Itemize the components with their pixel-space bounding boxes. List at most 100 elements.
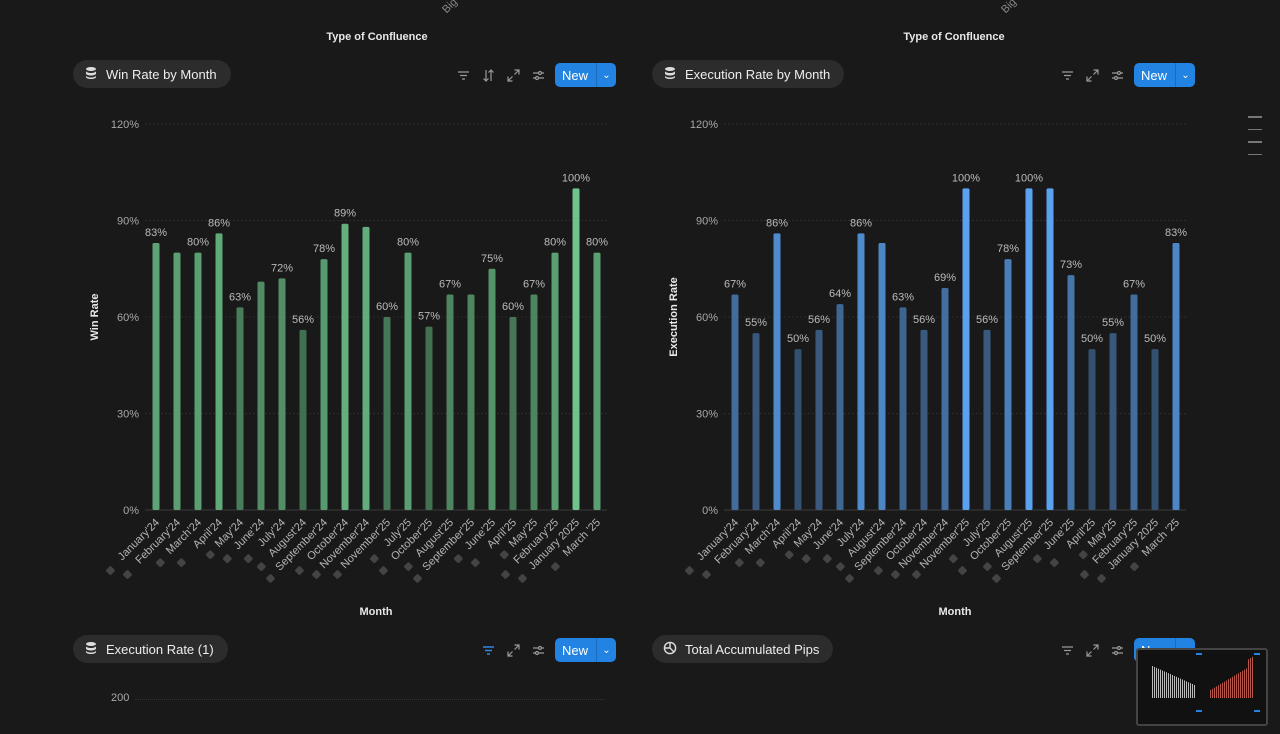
bar[interactable] — [236, 307, 244, 510]
bar[interactable] — [1172, 243, 1180, 510]
bar[interactable] — [773, 233, 781, 510]
gridline — [135, 699, 605, 700]
y-axis-title: Execution Rate — [668, 277, 680, 356]
y-tick-label: 60% — [696, 312, 718, 324]
bar[interactable] — [551, 252, 559, 510]
bar[interactable] — [815, 329, 823, 510]
bar[interactable] — [404, 252, 412, 510]
view-title-pill[interactable]: Execution Rate (1) — [73, 635, 228, 663]
chevron-down-icon[interactable]: ⌄ — [596, 638, 616, 662]
bar[interactable] — [1067, 275, 1075, 510]
bar[interactable] — [215, 233, 223, 510]
bar[interactable] — [152, 243, 160, 510]
data-label: 55% — [745, 317, 767, 329]
bar[interactable] — [530, 294, 538, 510]
bar[interactable] — [752, 333, 760, 510]
bar[interactable] — [941, 288, 949, 510]
bar[interactable] — [467, 294, 475, 510]
bar[interactable] — [425, 326, 433, 510]
mini-bar — [1192, 684, 1193, 698]
database-icon — [735, 558, 744, 567]
bar[interactable] — [1046, 188, 1054, 511]
database-icon — [1050, 558, 1059, 567]
database-icon — [222, 554, 232, 564]
database-icon — [891, 570, 900, 579]
data-label: 60% — [502, 301, 524, 313]
bar[interactable] — [362, 226, 370, 510]
chevron-down-icon[interactable]: ⌄ — [1175, 63, 1195, 87]
y-tick-label: 120% — [111, 119, 139, 131]
bar[interactable] — [1151, 349, 1159, 510]
mini-bar — [1228, 679, 1229, 698]
settings-icon[interactable] — [530, 642, 547, 659]
settings-icon[interactable] — [530, 67, 547, 84]
view-title-pill[interactable]: Execution Rate by Month — [652, 60, 845, 88]
settings-icon[interactable] — [1109, 67, 1126, 84]
expand-icon[interactable] — [505, 642, 522, 659]
data-label: 89% — [334, 208, 356, 220]
bar[interactable] — [1025, 188, 1033, 511]
bar[interactable] — [593, 252, 601, 510]
bar[interactable] — [488, 268, 496, 510]
bar[interactable] — [446, 294, 454, 510]
data-label: 50% — [1081, 333, 1103, 345]
bar[interactable] — [194, 252, 202, 510]
settings-icon[interactable] — [1109, 642, 1126, 659]
expand-icon[interactable] — [1084, 67, 1101, 84]
filter-icon[interactable] — [480, 642, 497, 659]
new-button-label[interactable]: New — [1140, 67, 1167, 83]
expand-icon[interactable] — [1084, 642, 1101, 659]
new-button[interactable]: New ⌄ — [554, 638, 616, 662]
y-tick-label: 90% — [696, 216, 718, 228]
bar[interactable] — [794, 349, 802, 510]
data-label: 69% — [934, 272, 956, 284]
new-button-label[interactable]: New — [561, 642, 588, 658]
bar[interactable] — [731, 294, 739, 510]
bar[interactable] — [383, 317, 391, 510]
data-label: 80% — [586, 237, 608, 249]
new-button[interactable]: New ⌄ — [1133, 63, 1195, 87]
new-button[interactable]: New ⌄ — [554, 63, 616, 87]
sort-icon[interactable] — [480, 67, 497, 84]
bar[interactable] — [572, 188, 580, 511]
bar[interactable] — [257, 281, 265, 510]
view-title-pill[interactable]: Total Accumulated Pips — [652, 635, 834, 663]
data-label: 100% — [952, 172, 980, 184]
data-label: 83% — [145, 227, 167, 239]
new-button-label[interactable]: New — [561, 67, 588, 83]
mini-bar — [1158, 668, 1159, 698]
bar[interactable] — [341, 223, 349, 510]
bar[interactable] — [899, 307, 907, 510]
bar[interactable] — [836, 304, 844, 510]
bar[interactable] — [299, 329, 307, 510]
chevron-down-icon[interactable]: ⌄ — [596, 63, 616, 87]
filter-icon[interactable] — [1059, 67, 1076, 84]
bar[interactable] — [920, 329, 928, 510]
view-title-pill[interactable]: Win Rate by Month — [73, 60, 231, 88]
filter-icon[interactable] — [1059, 642, 1076, 659]
y-axis-title: Win Rate — [89, 294, 101, 341]
bar[interactable] — [878, 243, 886, 510]
bar[interactable] — [1088, 349, 1096, 510]
bar[interactable] — [857, 233, 865, 510]
expand-icon[interactable] — [505, 67, 522, 84]
bar[interactable] — [320, 259, 328, 510]
bar[interactable] — [1004, 259, 1012, 510]
minimap-preview[interactable] — [1136, 648, 1268, 726]
bar[interactable] — [278, 278, 286, 510]
bar[interactable] — [173, 252, 181, 510]
bar[interactable] — [983, 329, 991, 510]
table-of-contents-handle[interactable] — [1248, 116, 1262, 166]
filter-icon[interactable] — [455, 67, 472, 84]
bar[interactable] — [1130, 294, 1138, 510]
mini-bar — [1214, 687, 1215, 698]
bar[interactable] — [1109, 333, 1117, 510]
database-icon — [801, 554, 811, 564]
bar-chart: 0%30%60%90%120%Win RateMonth83%January'2… — [89, 119, 608, 618]
bar[interactable] — [962, 188, 970, 511]
bar[interactable] — [509, 317, 517, 510]
database-icon — [84, 641, 98, 658]
y-tick-label: 0% — [702, 505, 718, 517]
mini-bar — [1172, 675, 1173, 698]
